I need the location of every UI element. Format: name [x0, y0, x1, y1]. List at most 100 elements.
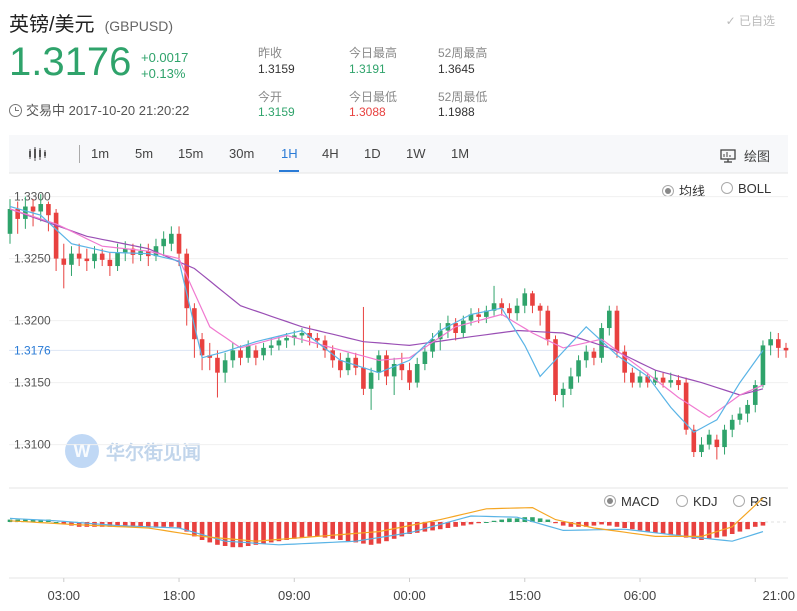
candle	[253, 345, 259, 366]
candle	[507, 303, 512, 321]
tab-1mo[interactable]: 1M	[451, 146, 470, 161]
toolbar-divider	[79, 145, 80, 163]
tab-30m[interactable]: 30m	[229, 146, 255, 161]
x-tick-label: 21:00	[762, 588, 795, 603]
x-tick-label: 09:00	[278, 588, 311, 603]
candle	[706, 429, 712, 450]
candle	[76, 243, 82, 267]
candle	[384, 350, 389, 386]
macd-bar	[238, 522, 243, 548]
stat-value: 1.3191	[349, 62, 386, 76]
macd-dea-line	[9, 497, 764, 542]
macd-bar	[514, 518, 520, 522]
macd-bar	[568, 522, 574, 527]
ma-slow-line	[9, 208, 764, 396]
indicator-kdj-option[interactable]: KDJ	[676, 494, 718, 509]
macd-bar	[468, 522, 474, 525]
candle	[491, 285, 497, 316]
overlay-boll-option[interactable]: BOLL	[721, 181, 771, 196]
grid	[9, 172, 788, 579]
candle	[330, 345, 335, 368]
moving-averages	[9, 205, 764, 433]
macd-bar	[84, 522, 90, 527]
macd-bar	[491, 520, 497, 522]
x-tick-label: 18:00	[163, 588, 196, 603]
candle	[153, 238, 159, 262]
macd-bar	[230, 522, 236, 548]
macd-bar	[752, 522, 758, 527]
candle	[92, 246, 97, 269]
candle	[422, 345, 428, 371]
stat-label: 今开	[258, 90, 283, 104]
tab-1w[interactable]: 1W	[406, 146, 426, 161]
tab-1d[interactable]: 1D	[364, 146, 381, 161]
candle	[268, 337, 274, 356]
candle	[637, 370, 643, 388]
tab-5m[interactable]: 5m	[135, 146, 154, 161]
macd-bar	[599, 522, 604, 525]
stat-value: 1.1988	[438, 105, 475, 119]
x-tick-label: 06:00	[624, 588, 657, 603]
candle	[107, 252, 113, 276]
macd-bar	[284, 522, 289, 540]
macd-bar	[706, 522, 712, 539]
tab-1m[interactable]: 1m	[91, 146, 110, 161]
macd-bar	[560, 522, 566, 526]
candle	[514, 298, 520, 321]
tab-15m[interactable]: 15m	[178, 146, 204, 161]
instrument-code: (GBPUSD)	[104, 18, 174, 34]
macd-bar	[245, 522, 251, 546]
x-tick-label: 03:00	[48, 588, 81, 603]
x-tick-label: 00:00	[393, 588, 426, 603]
macd-bar	[622, 522, 627, 528]
candle	[576, 355, 581, 383]
stat-label: 今日最低	[349, 90, 398, 104]
chart-toolbar: 1m 5m 15m 30m 1H 4H 1D 1W 1M 绘图	[9, 135, 788, 173]
candle	[499, 298, 505, 316]
macd-bar	[583, 522, 589, 527]
candle	[560, 382, 566, 408]
macd-bar	[484, 522, 489, 523]
watchlist-label: 已自选	[738, 14, 775, 28]
macd-bar	[169, 522, 174, 527]
candle	[722, 424, 727, 455]
macd-bar	[184, 522, 190, 532]
draw-button[interactable]: 绘图	[720, 146, 770, 165]
macd-bar	[668, 522, 674, 536]
overlay-ma-option[interactable]: 均线	[662, 181, 705, 200]
macd-bar	[591, 522, 597, 526]
y-tick-label: 1.3250	[14, 252, 51, 266]
candle	[184, 248, 190, 326]
candle	[614, 305, 620, 358]
candle	[15, 201, 20, 234]
macd-bar	[199, 522, 205, 540]
indicator-macd-option[interactable]: MACD	[604, 494, 659, 509]
candle	[484, 305, 489, 324]
overlay-boll-label: BOLL	[738, 181, 772, 196]
macd-bar	[461, 522, 466, 526]
macd-bar	[691, 522, 697, 539]
macd-bar	[729, 522, 735, 534]
macd-bar	[760, 522, 766, 526]
macd-bar	[637, 522, 643, 531]
trading-status: 交易中 2017-10-20 21:20:22	[9, 100, 189, 119]
tab-1h[interactable]: 1H	[281, 146, 298, 161]
candle	[7, 199, 13, 244]
macd-bar	[737, 522, 743, 532]
candle	[391, 357, 397, 395]
candle	[645, 372, 651, 388]
candle	[545, 305, 551, 346]
candle	[599, 323, 604, 363]
candle	[345, 352, 351, 376]
candle	[53, 209, 59, 271]
candlestick-icon[interactable]	[27, 146, 47, 167]
candle	[215, 350, 220, 398]
tab-4h[interactable]: 4H	[322, 146, 339, 161]
macd-bar	[145, 522, 151, 527]
change-percent: +0.13%	[141, 66, 186, 81]
macd-bar	[407, 522, 412, 534]
macd-bar	[322, 522, 328, 538]
watchlist-toggle[interactable]: ✓ 已自选	[726, 12, 775, 29]
candle	[522, 288, 528, 314]
